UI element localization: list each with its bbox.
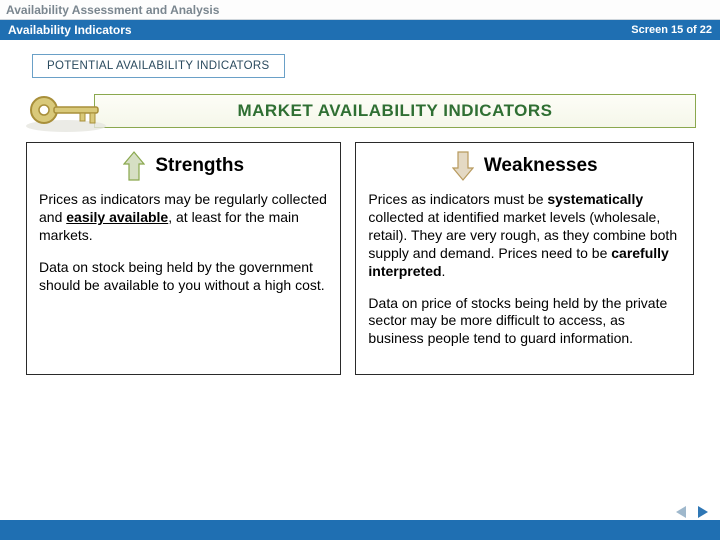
text: Prices as indicators must be — [368, 191, 547, 207]
strengths-p1: Prices as indicators may be regularly co… — [39, 191, 328, 245]
screen-counter: Screen 15 of 22 — [631, 24, 712, 36]
strengths-title: Strengths — [155, 155, 244, 177]
weaknesses-title: Weaknesses — [484, 155, 598, 177]
banner: MARKET AVAILABILITY INDICATORS — [24, 94, 696, 128]
text-bold: systematically — [547, 191, 643, 207]
strengths-p2: Data on stock being held by the governme… — [39, 259, 328, 295]
strengths-panel: Strengths Prices as indicators may be re… — [26, 142, 341, 375]
triangle-right-icon — [696, 505, 710, 519]
footer-bar — [0, 520, 720, 540]
breadcrumb-pill: POTENTIAL AVAILABILITY INDICATORS — [32, 54, 285, 78]
section-bar: Availability Indicators Screen 15 of 22 — [0, 20, 720, 40]
weaknesses-p1: Prices as indicators must be systematica… — [368, 191, 681, 281]
weaknesses-panel: Weaknesses Prices as indicators must be … — [355, 142, 694, 375]
key-icon — [20, 86, 112, 134]
text-bold: easily available — [66, 209, 168, 225]
weaknesses-p2: Data on price of stocks being held by th… — [368, 295, 681, 349]
arrow-down-icon — [452, 151, 474, 181]
prev-button[interactable] — [672, 504, 690, 520]
text: . — [442, 263, 446, 279]
triangle-left-icon — [674, 505, 688, 519]
arrow-up-icon — [123, 151, 145, 181]
next-button[interactable] — [694, 504, 712, 520]
course-title: Availability Assessment and Analysis — [0, 0, 720, 20]
section-subtitle: Availability Indicators — [8, 23, 132, 37]
banner-title: MARKET AVAILABILITY INDICATORS — [94, 94, 696, 128]
